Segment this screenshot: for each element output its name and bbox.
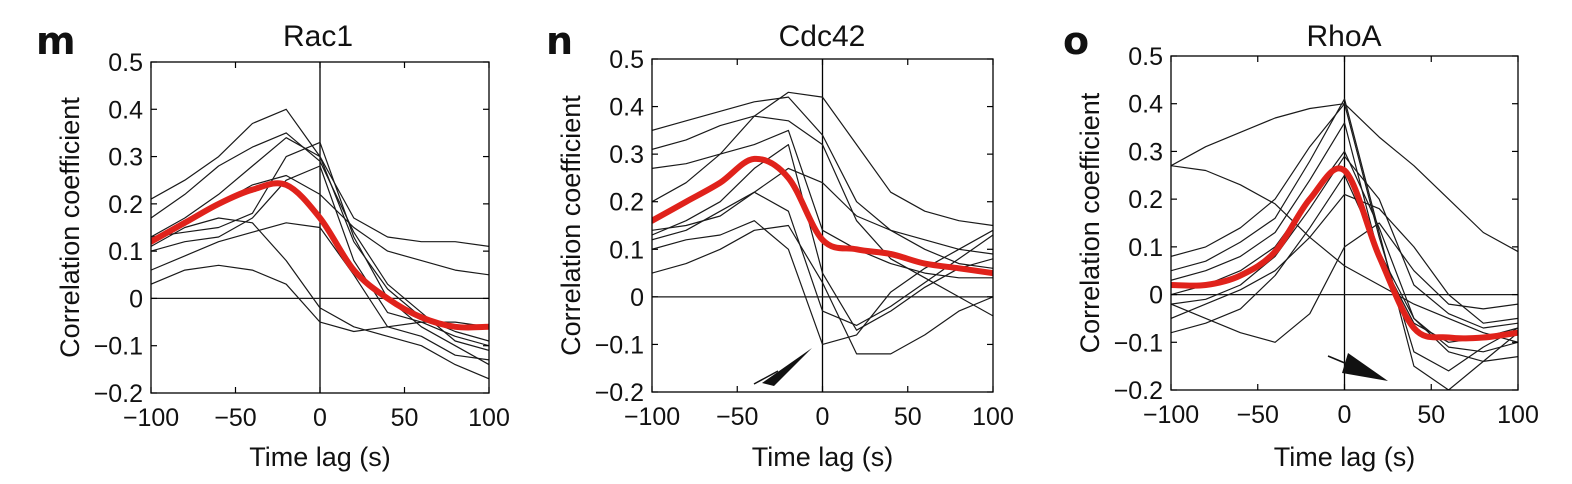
- x-tick-label: 0: [816, 403, 830, 431]
- x-tick-label: 50: [894, 403, 922, 431]
- arrowhead-marker: [762, 348, 812, 386]
- y-tick-label: −0.1: [1114, 329, 1163, 357]
- trace-line-2: [1171, 165, 1518, 343]
- traces: [1171, 98, 1518, 390]
- y-tick-label: 0.2: [108, 191, 143, 219]
- y-tick-label: −0.2: [595, 379, 644, 407]
- y-tick-label: 0.3: [609, 141, 644, 169]
- panel-n: −100 −50 0 50 100 −0.2 −0.1 0 0.1 0.2 0.3 0.4 0.5 Cdc…: [546, 19, 1014, 472]
- y-tick-label: 0.4: [108, 96, 143, 124]
- x-axis-label: Time lag (s): [752, 442, 894, 472]
- y-axis-label: Correlation coefficient: [1075, 92, 1105, 353]
- y-tick-label: 0: [1149, 282, 1163, 310]
- trace-line-8: [151, 264, 489, 347]
- trace-line-6: [1171, 150, 1518, 353]
- mean-trace: [1171, 165, 1518, 342]
- y-axis-label: Correlation coefficient: [556, 95, 586, 356]
- mean-trace: [652, 155, 993, 277]
- mean-trace: [151, 180, 489, 331]
- y-tick-label: 0: [630, 284, 644, 312]
- trace-line-4: [1171, 98, 1518, 390]
- x-tick-label: −50: [716, 403, 758, 431]
- y-tick-label: 0.1: [609, 236, 644, 264]
- y-tick-label: 0.4: [609, 94, 644, 122]
- y-tick-label: 0.1: [108, 238, 143, 266]
- y-axis-label: Correlation coefficient: [55, 97, 85, 358]
- x-tick-label: 0: [313, 404, 327, 432]
- trace-line-3: [151, 137, 489, 247]
- traces: [652, 91, 993, 355]
- y-tick-label: 0.5: [609, 46, 644, 74]
- y-tick-label: 0.3: [1128, 138, 1163, 166]
- trace-line-5: [652, 144, 993, 331]
- y-tick-label: −0.1: [94, 333, 143, 361]
- panel-title: Rac1: [283, 20, 353, 53]
- x-tick-label: 100: [468, 404, 510, 432]
- trace-line-2: [652, 91, 993, 227]
- trace-line-7: [1171, 155, 1518, 329]
- y-tick-label: 0.4: [1128, 91, 1163, 119]
- y-tick-label: 0.5: [108, 49, 143, 77]
- x-axis-label: Time lag (s): [249, 442, 391, 472]
- trace-line-7: [652, 220, 993, 345]
- trace-line-7: [151, 222, 489, 361]
- y-tick-label: −0.2: [1114, 377, 1163, 405]
- y-tick-label: 0.3: [108, 144, 143, 172]
- trace-line-3: [1171, 103, 1518, 372]
- y-tick-label: 0.1: [1128, 234, 1163, 262]
- y-tick-label: 0.2: [1128, 186, 1163, 214]
- x-tick-label: −100: [1143, 401, 1199, 429]
- x-tick-label: 50: [391, 404, 419, 432]
- y-tick-label: 0: [129, 285, 143, 313]
- trace-line-10: [1171, 222, 1518, 343]
- x-tick-label: 0: [1338, 401, 1352, 429]
- panel-o: −100 −50 0 50 100 −0.2 −0.1 0 0.1 0.2 0.3 0.4 0.5 Rho…: [1063, 19, 1539, 472]
- x-tick-label: −100: [123, 404, 179, 432]
- x-tick-label: −50: [1237, 401, 1279, 429]
- x-tick-label: 50: [1417, 401, 1445, 429]
- panel-letter: n: [546, 19, 573, 63]
- panel-title: Cdc42: [779, 20, 866, 53]
- x-tick-label: −100: [624, 403, 680, 431]
- panel-title: RhoA: [1306, 20, 1381, 53]
- trace-line-6: [652, 191, 993, 326]
- x-axis-label: Time lag (s): [1274, 442, 1416, 472]
- y-tick-label: −0.1: [595, 331, 644, 359]
- trace-line-9: [1171, 174, 1518, 362]
- panel-letter: m: [36, 19, 76, 63]
- trace-line-1: [652, 96, 993, 269]
- panel-m: −100 −50 0 50 100 −0.2 −0.1 0 0.1 0.2 0.3 0.4 0.5 Rac…: [36, 19, 510, 472]
- y-tick-label: −0.2: [94, 380, 143, 408]
- y-tick-label: 0.2: [609, 189, 644, 217]
- x-tick-label: −50: [214, 404, 256, 432]
- panel-letter: o: [1063, 19, 1089, 63]
- trace-line-9: [652, 167, 993, 255]
- x-tick-label: 100: [972, 403, 1014, 431]
- trace-line-8: [652, 224, 993, 355]
- x-tick-label: 100: [1497, 401, 1539, 429]
- trace-line-3: [652, 115, 993, 317]
- y-tick-label: 0.5: [1128, 43, 1163, 71]
- arrowhead-marker: [1342, 353, 1388, 381]
- trace-line-5: [151, 141, 489, 366]
- trace-line-6: [151, 217, 489, 380]
- arrow-tail: [753, 370, 779, 385]
